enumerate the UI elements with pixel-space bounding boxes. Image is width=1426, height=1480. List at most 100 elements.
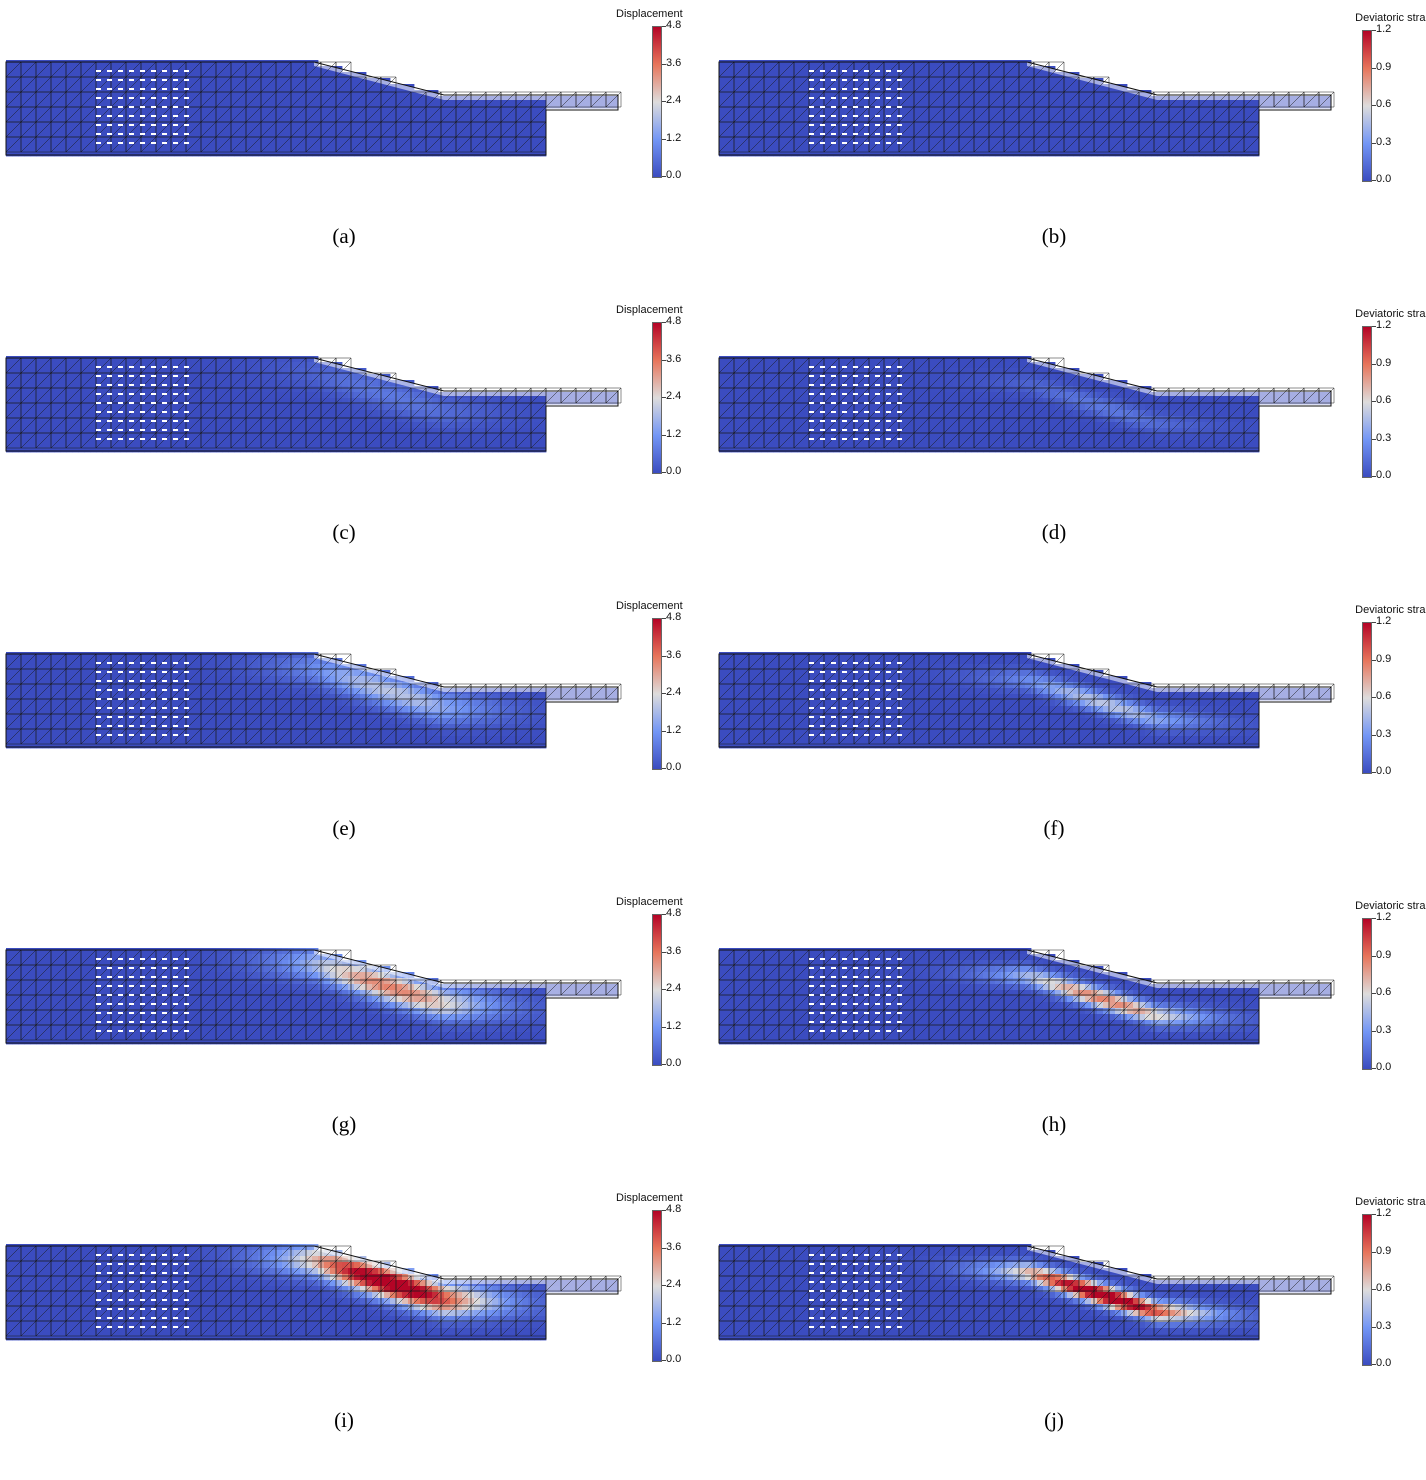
field-cell [204,90,210,96]
field-cell [504,422,510,428]
field-cell [1103,90,1109,96]
field-cell [1013,138,1019,144]
field-cell [1157,144,1163,150]
field-cell [294,126,300,132]
field-cell [360,84,366,90]
field-cell [336,398,342,404]
field-cell [384,386,390,392]
field-cell [156,84,162,90]
field-cell [953,90,959,96]
material-point [129,106,134,108]
material-point [140,79,145,81]
field-cell [204,362,210,368]
material-point [162,384,167,386]
field-cell [977,356,983,362]
field-cell [486,428,492,434]
field-cell [192,138,198,144]
field-cell [276,398,282,404]
material-point [173,88,178,90]
field-cell [857,96,863,102]
field-cell [222,96,228,102]
field-cells [719,60,1331,156]
material-point [820,79,825,81]
field-cell [324,392,330,398]
field-cell [1073,84,1079,90]
field-cell [785,102,791,108]
material-point [173,438,178,440]
field-cell [330,108,336,114]
field-cell [192,102,198,108]
field-cell [282,422,288,428]
field-cell [809,114,815,120]
field-cell [270,90,276,96]
field-cell [905,78,911,84]
material-point [1289,139,1294,141]
field-cell [929,144,935,150]
field-cell [366,144,372,150]
field-cell [252,102,258,108]
field-cell [1193,144,1199,150]
field-cell [426,108,432,114]
field-cell [132,96,138,102]
field-cell [432,398,438,404]
field-cell [216,404,222,410]
field-cell [306,114,312,120]
field-cell [947,60,953,66]
field-cell [1043,144,1049,150]
field-cell [1199,108,1205,114]
field-cell [372,404,378,410]
field-cell [1229,138,1235,144]
colorbar-tick-label: 4.8 [666,19,681,31]
field-cell [456,132,462,138]
field-cell [84,416,90,422]
field-cell [797,362,803,368]
field-cell [36,374,42,380]
colorbar-gradient [652,322,662,474]
field-cell [522,138,528,144]
field-cell [216,440,222,446]
field-cell [1115,138,1121,144]
field-cell [785,108,791,114]
field-cell [1169,132,1175,138]
field-cell [773,78,779,84]
field-cell [12,72,18,78]
material-point [820,133,825,135]
field-cell [276,78,282,84]
field-cell [983,144,989,150]
field-cell [456,144,462,150]
field-cell [977,66,983,72]
field-cell [252,374,258,380]
material-point [184,133,189,135]
field-cell [1145,126,1151,132]
field-cell [312,72,318,78]
field-cell [24,392,30,398]
field-cell [773,108,779,114]
material-point [831,79,836,81]
field-cell [72,392,78,398]
field-cell [510,144,516,150]
field-cell [947,84,953,90]
field-cell [282,368,288,374]
field-cell [192,398,198,404]
field-cell [330,440,336,446]
field-cell [330,374,336,380]
field-cell [420,434,426,440]
field-cell [342,108,348,114]
field-cell [809,78,815,84]
field-cell [252,368,258,374]
material-point [173,124,178,126]
field-cell [192,362,198,368]
field-cell [1007,84,1013,90]
field-cell [929,356,935,362]
field-cell [719,144,725,150]
field-cell [42,126,48,132]
field-cell [1043,84,1049,90]
material-point [107,402,112,404]
material-point [864,70,869,72]
field-cell [246,368,252,374]
field-cell [995,108,1001,114]
field-cell [1037,96,1043,102]
field-cell [1073,120,1079,126]
field-cell [366,434,372,440]
